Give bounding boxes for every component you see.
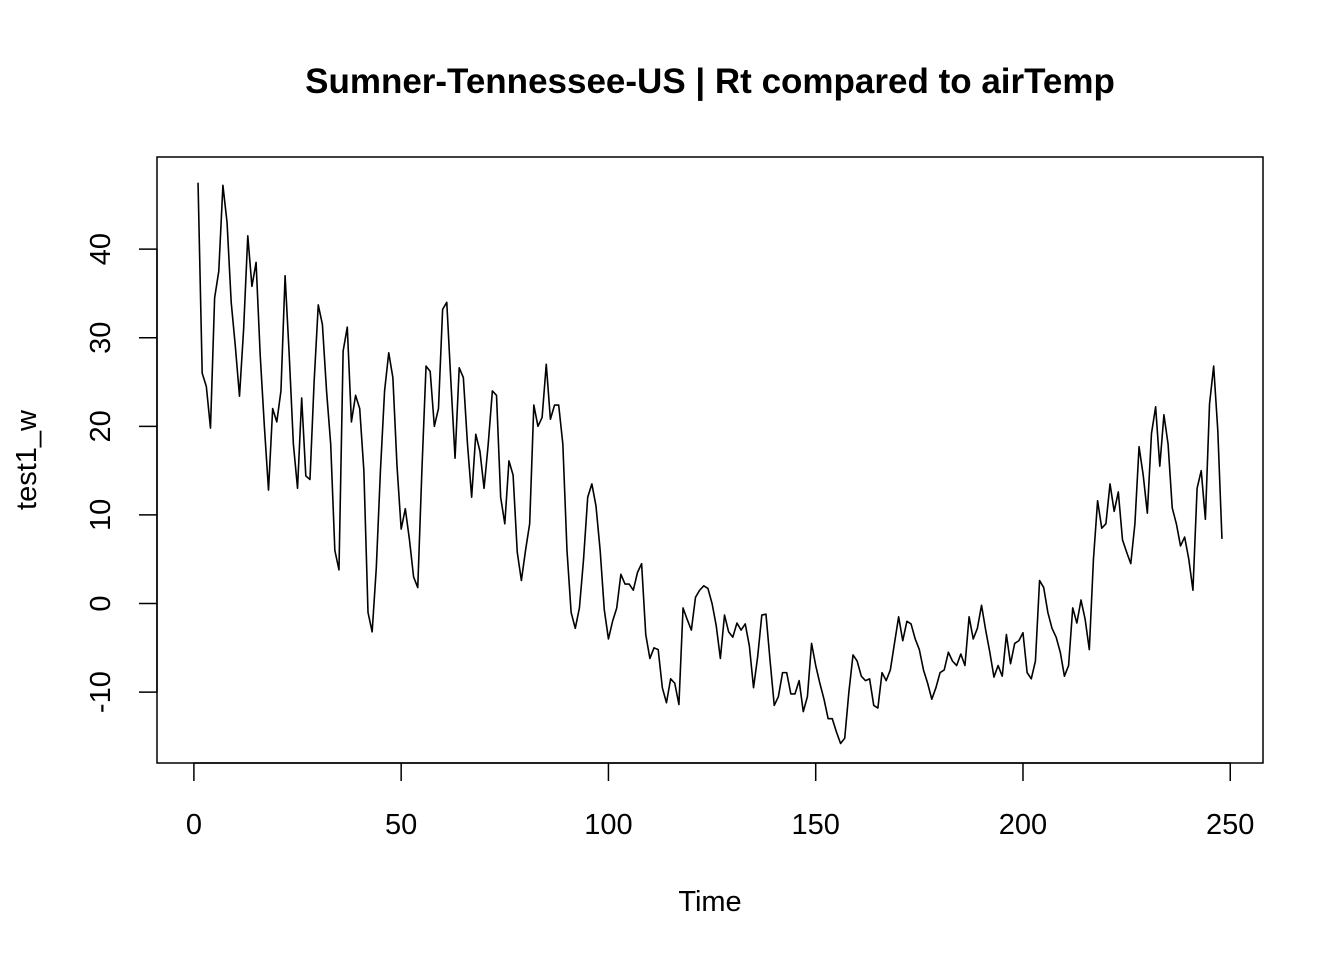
y-tick-label: 10 [85,499,117,531]
y-tick-label: 20 [85,410,117,442]
chart-title: Sumner-Tennessee-US | Rt compared to air… [305,62,1115,101]
x-tick-label: 50 [385,809,417,841]
y-tick-label: 40 [85,233,117,265]
y-axis-label: test1_w [11,409,43,510]
x-tick-label: 100 [584,809,632,841]
y-tick-label: 0 [85,595,117,611]
x-axis: 0 50 100 150 200 250 [186,762,1254,841]
x-tick-label: 0 [186,809,202,841]
x-tick-label: 250 [1206,809,1254,841]
x-tick-label: 200 [999,809,1047,841]
y-tick-label: -10 [85,671,117,713]
y-tick-label: 30 [85,322,117,354]
x-axis-label: Time [678,886,741,918]
y-axis: -10 0 10 20 30 40 [85,233,158,713]
series-line [197,182,1223,745]
x-tick-label: 150 [792,809,840,841]
